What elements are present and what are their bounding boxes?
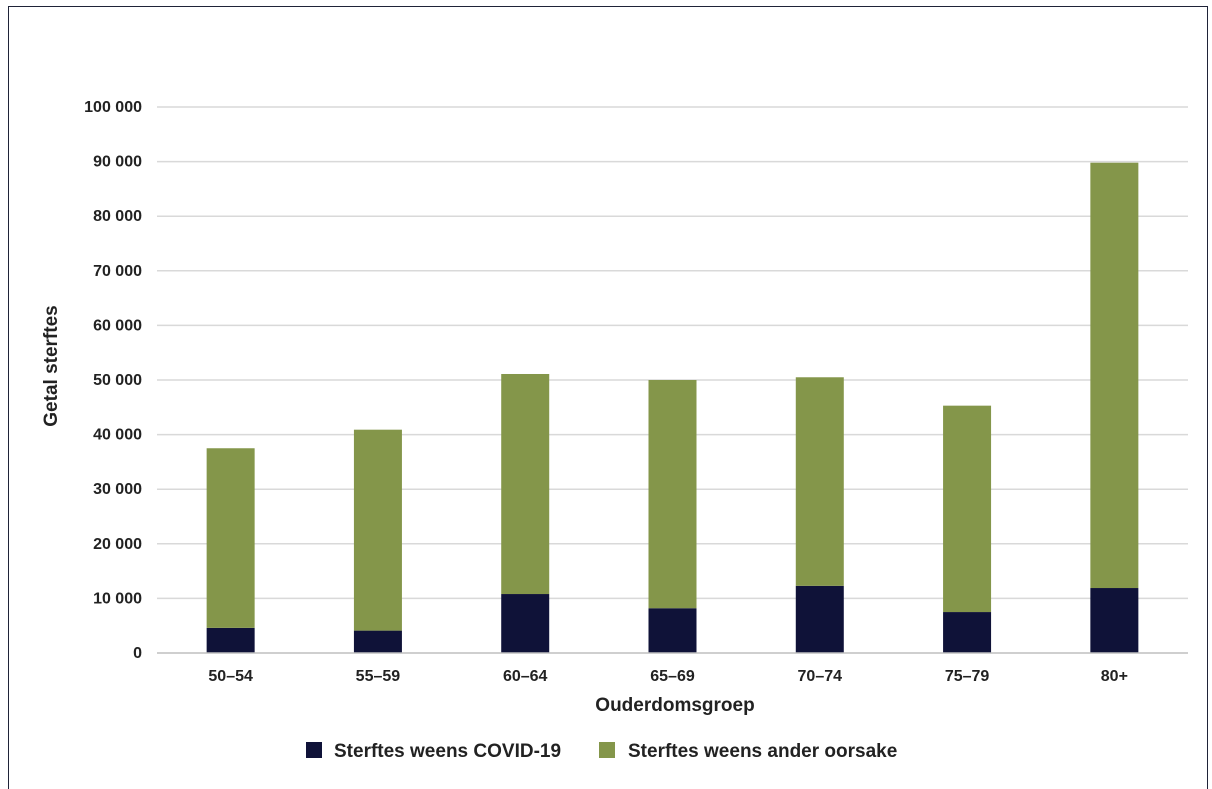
legend-swatch <box>306 742 322 758</box>
y-tick-label: 50 000 <box>93 372 142 389</box>
y-tick-label: 40 000 <box>93 427 142 444</box>
bar-covid-6 <box>943 612 992 653</box>
bar-other-causes-1 <box>206 448 255 628</box>
x-tick-label: 60–64 <box>503 668 548 685</box>
x-tick-label: 55–59 <box>356 668 401 685</box>
bar-other-causes-5 <box>795 377 844 586</box>
x-tick-label: 50–54 <box>208 668 253 685</box>
y-tick-label: 90 000 <box>93 154 142 171</box>
y-tick-label: 60 000 <box>93 317 142 334</box>
chart-frame <box>8 6 1208 789</box>
y-tick-label: 70 000 <box>93 263 142 280</box>
y-tick-label: 0 <box>133 645 142 662</box>
y-tick-label: 100 000 <box>84 99 142 116</box>
bar-other-causes-6 <box>943 405 992 613</box>
y-axis-title: Getal sterftes <box>41 305 62 426</box>
x-tick-label: 70–74 <box>798 668 843 685</box>
y-tick-label: 10 000 <box>93 590 142 607</box>
legend-swatch <box>599 742 615 758</box>
legend-label: Sterftes weens COVID-19 <box>334 741 561 762</box>
x-axis-title: Ouderdomsgroep <box>595 695 754 716</box>
bar-covid-4 <box>648 608 697 653</box>
bar-covid-7 <box>1090 588 1139 653</box>
x-tick-label: 80+ <box>1101 668 1128 685</box>
legend: Sterftes weens COVID-19 Sterftes weens an… <box>306 741 897 762</box>
bar-covid-1 <box>206 627 255 653</box>
y-tick-labels: 0 10 000 20 000 30 000 40 000 50 000 60 000 70 … <box>84 99 142 662</box>
bars <box>206 162 1139 653</box>
bar-other-causes-3 <box>501 373 550 595</box>
y-tick-label: 80 000 <box>93 208 142 225</box>
x-tick-label: 75–79 <box>945 668 990 685</box>
bar-covid-2 <box>353 630 402 653</box>
y-tick-label: 20 000 <box>93 536 142 553</box>
legend-label: Sterftes weens ander oorsake <box>628 741 897 762</box>
x-tick-label: 65–69 <box>650 668 695 685</box>
bar-covid-5 <box>795 585 844 653</box>
y-tick-label: 30 000 <box>93 481 142 498</box>
bar-covid-3 <box>501 594 550 653</box>
x-tick-labels: 50–54 55–59 60–64 65–69 70–74 75–79 80+ <box>208 668 1128 685</box>
bar-other-causes-7 <box>1090 162 1139 589</box>
bar-other-causes-2 <box>353 429 402 631</box>
bar-other-causes-4 <box>648 380 697 609</box>
